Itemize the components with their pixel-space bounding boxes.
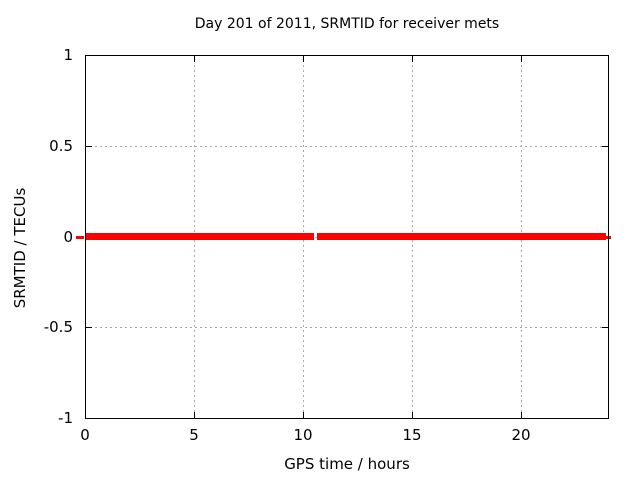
tick-mark <box>86 146 92 147</box>
tick-mark <box>303 56 304 62</box>
tick-mark <box>194 412 195 418</box>
x-tick-label: 15 <box>402 426 422 444</box>
x-tick-label: 20 <box>511 426 531 444</box>
gridline-horizontal <box>85 146 608 147</box>
tick-mark <box>521 56 522 62</box>
x-tick-label: 0 <box>80 426 90 444</box>
y-tick-label: 1 <box>63 46 73 64</box>
x-tick-label: 10 <box>293 426 313 444</box>
x-tick-label: 5 <box>189 426 199 444</box>
y-tick-label: -1 <box>58 409 73 427</box>
chart-title: Day 201 of 2011, SRMTID for receiver met… <box>194 16 500 32</box>
tick-mark <box>521 412 522 418</box>
tick-mark <box>194 56 195 62</box>
tick-mark <box>86 327 92 328</box>
gridline-horizontal <box>85 327 608 328</box>
y-tick-label: -0.5 <box>43 318 73 336</box>
series-edge-dash <box>76 236 84 239</box>
plot-border <box>85 55 609 419</box>
x-axis-label: GPS time / hours <box>284 455 410 473</box>
tick-mark <box>602 327 608 328</box>
series-line-segment <box>317 233 606 240</box>
tick-mark <box>412 56 413 62</box>
tick-mark <box>303 412 304 418</box>
y-tick-label: 0 <box>63 228 73 246</box>
tick-mark <box>602 146 608 147</box>
y-tick-label: 0.5 <box>49 137 73 155</box>
tick-mark <box>412 412 413 418</box>
series-line-segment <box>86 233 314 240</box>
y-axis-label: SRMTID / TECUs <box>11 187 29 309</box>
